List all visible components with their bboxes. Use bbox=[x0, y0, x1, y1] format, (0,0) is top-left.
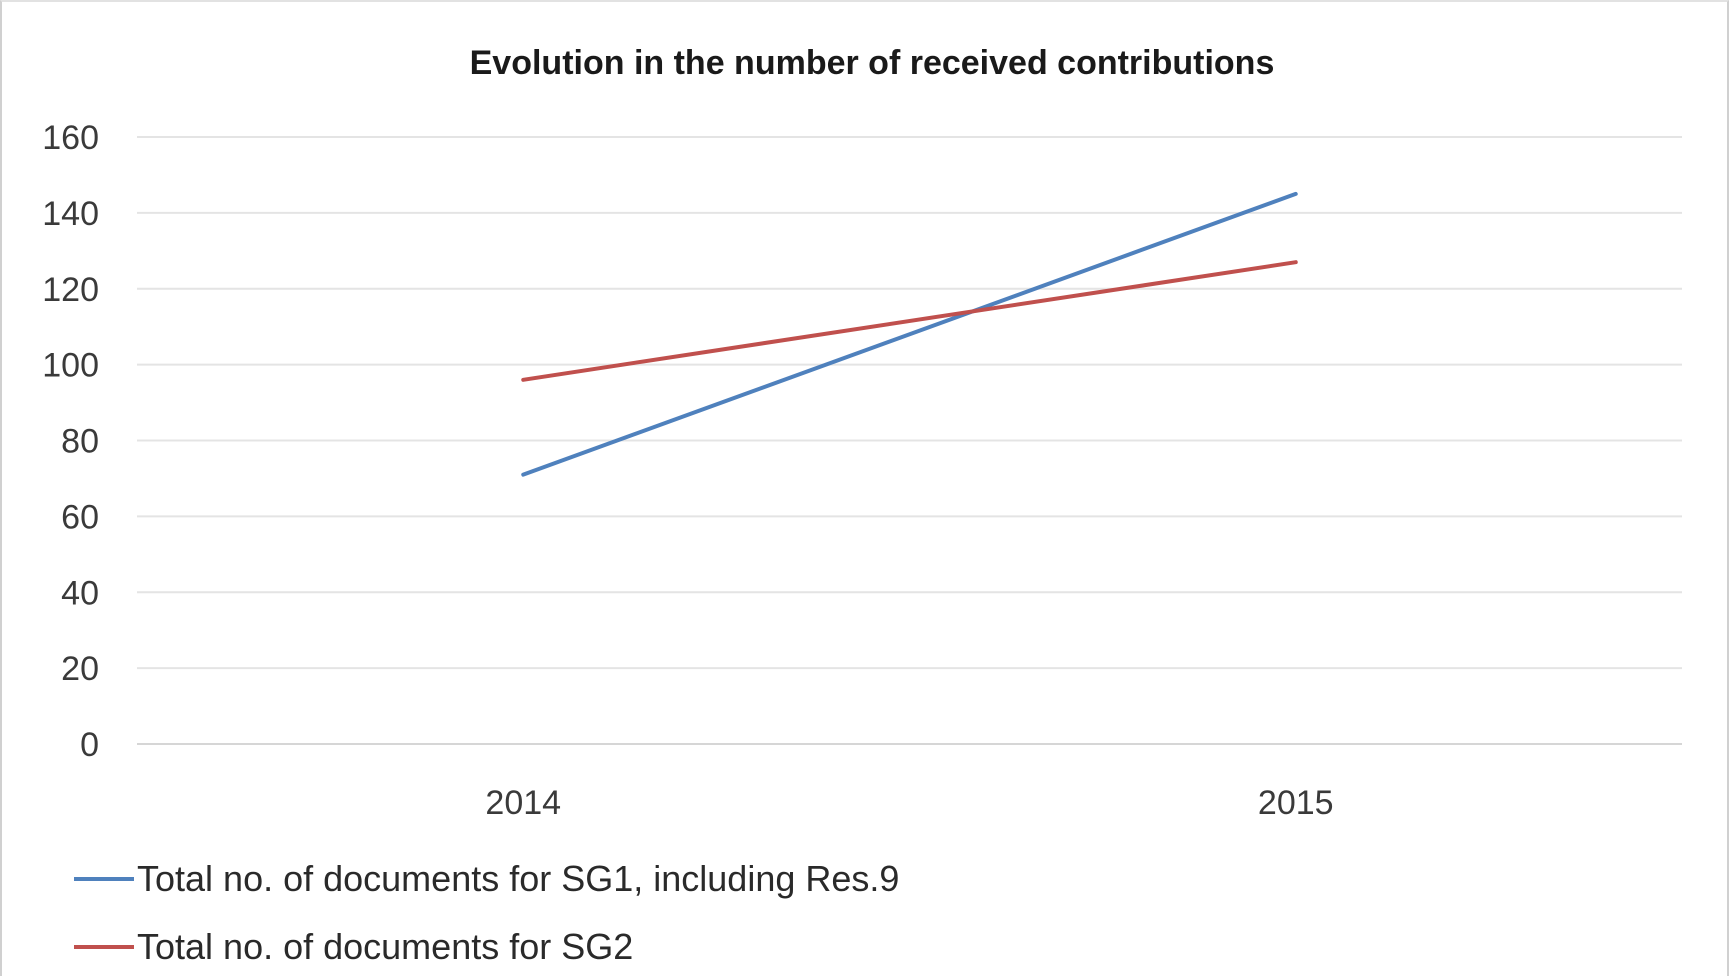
y-tick-label-140: 140 bbox=[42, 195, 99, 233]
y-tick-label-0: 0 bbox=[80, 726, 99, 764]
chart-title: Evolution in the number of received cont… bbox=[470, 44, 1275, 82]
y-tick-label-40: 40 bbox=[61, 574, 99, 612]
y-tick-label-80: 80 bbox=[61, 423, 99, 461]
y-tick-label-160: 160 bbox=[42, 119, 99, 157]
series-line-1 bbox=[523, 194, 1296, 475]
y-axis-tick-labels: 0 20 40 60 80 100 120 140 160 bbox=[42, 119, 99, 764]
series-line-2 bbox=[523, 262, 1296, 380]
legend-label-1: Total no. of documents for SG1, includin… bbox=[137, 858, 899, 899]
legend-item-2: Total no. of documents for SG2 bbox=[74, 926, 633, 967]
x-axis-tick-labels: 2014 2015 bbox=[485, 784, 1333, 822]
x-tick-label-2014: 2014 bbox=[485, 784, 561, 822]
y-tick-label-20: 20 bbox=[61, 650, 99, 688]
gridlines bbox=[137, 137, 1682, 744]
legend: Total no. of documents for SG1, includin… bbox=[74, 858, 899, 967]
y-tick-label-60: 60 bbox=[61, 498, 99, 536]
series-lines bbox=[523, 194, 1296, 475]
y-tick-label-120: 120 bbox=[42, 271, 99, 309]
legend-label-2: Total no. of documents for SG2 bbox=[137, 926, 633, 967]
x-tick-label-2015: 2015 bbox=[1258, 784, 1334, 822]
y-tick-label-100: 100 bbox=[42, 347, 99, 385]
legend-item-1: Total no. of documents for SG1, includin… bbox=[74, 858, 899, 899]
